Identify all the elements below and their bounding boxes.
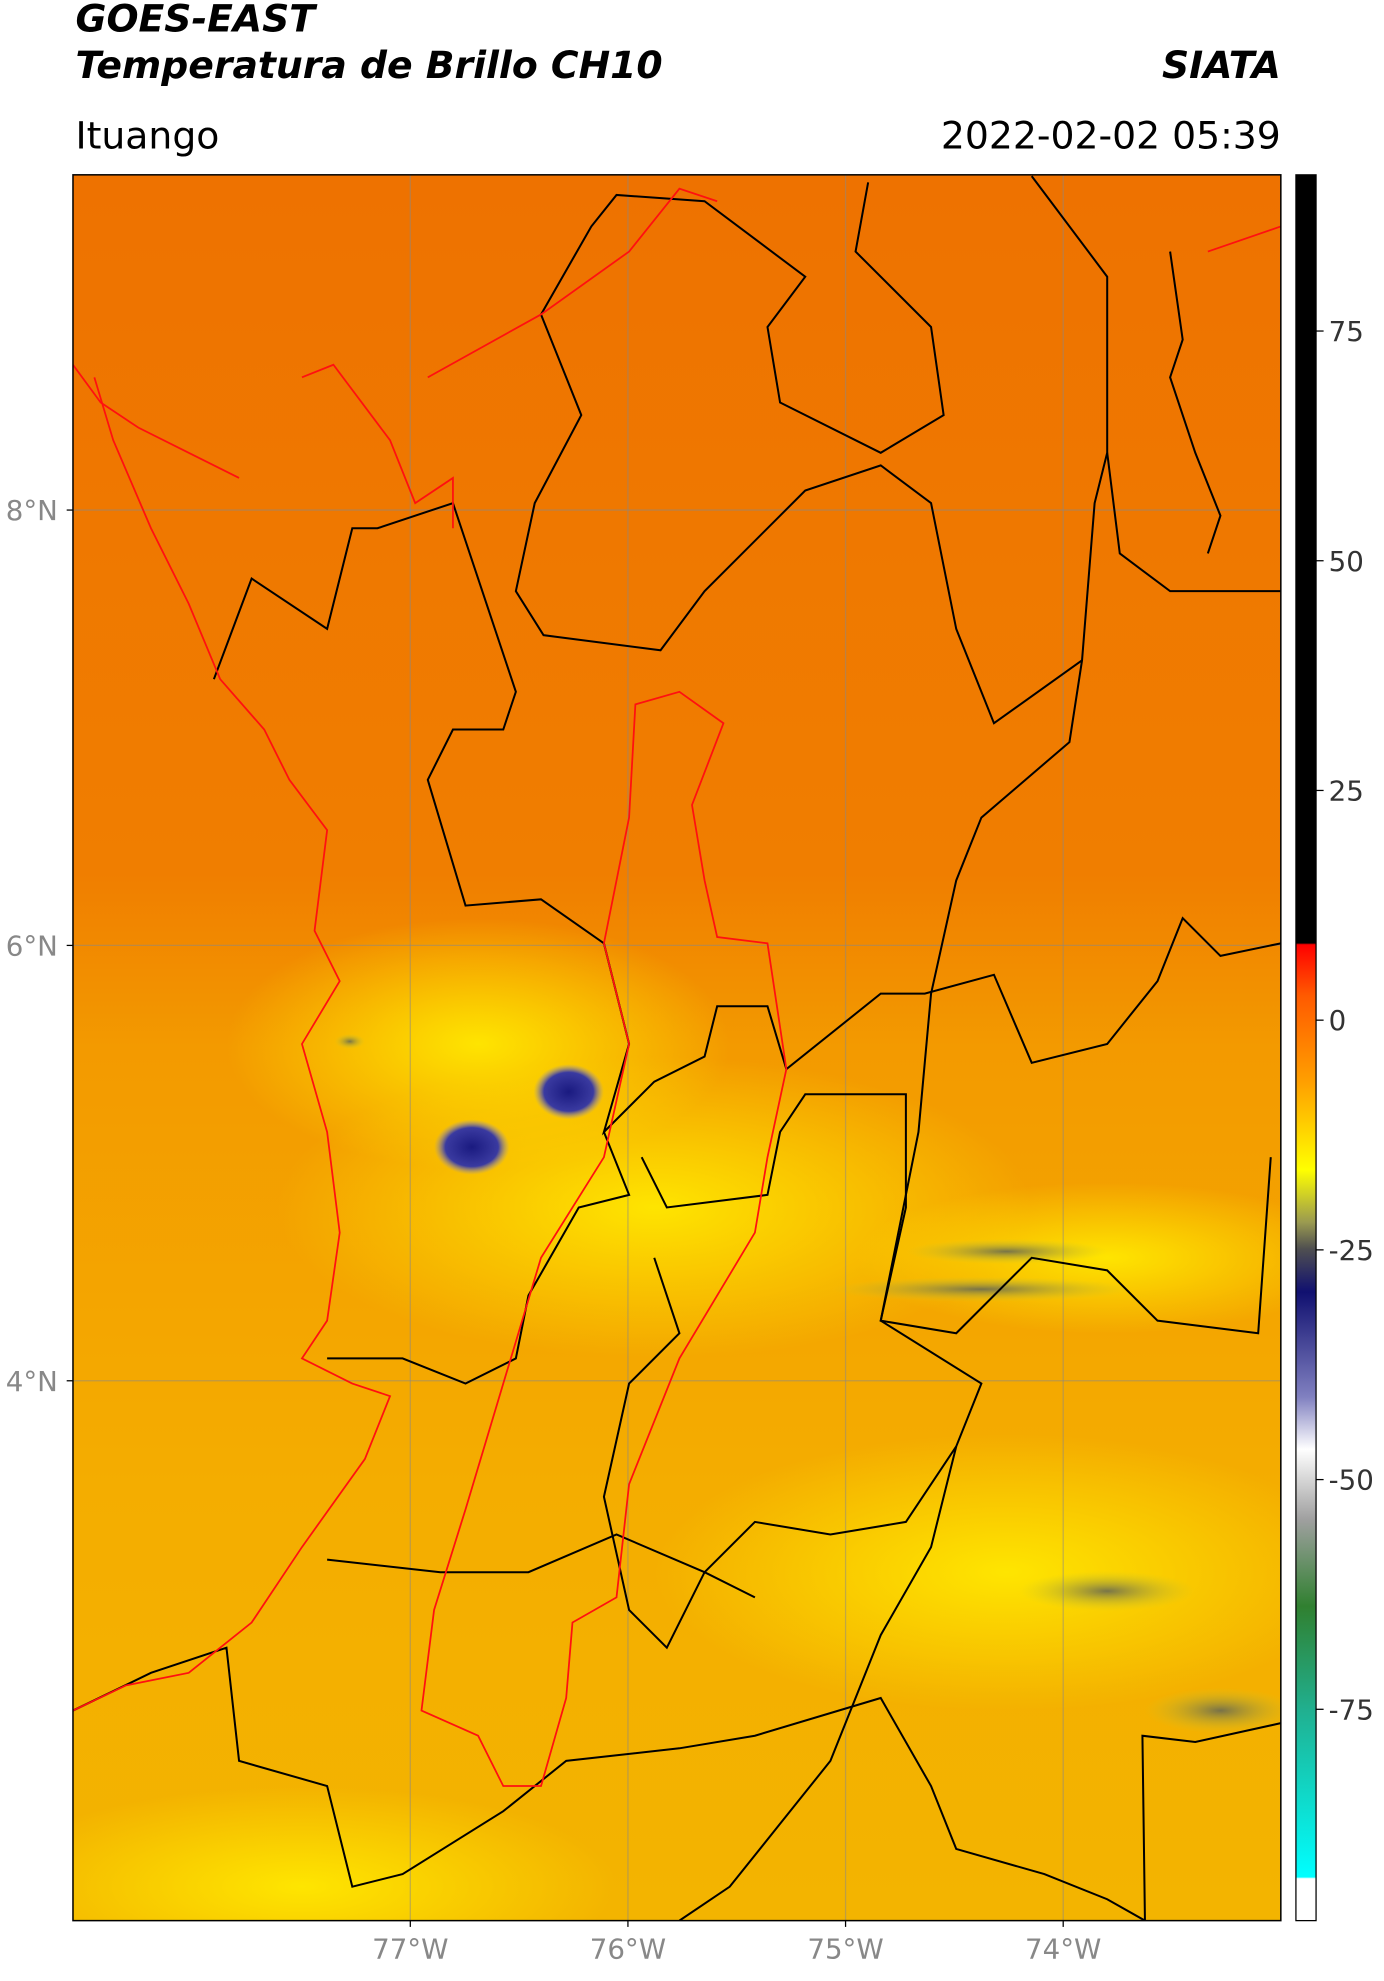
x-tick-label: 75°W [807,1932,883,1965]
colorbar [1295,174,1317,1922]
border [678,1446,958,1921]
border [72,1646,1146,1921]
coastline [72,364,240,479]
colorbar-tick-label: 50 [1329,545,1364,578]
border [212,501,1281,1136]
coastline [1207,225,1281,253]
coastline [72,377,392,1712]
border [540,182,945,454]
y-tick-label: 4°N [6,1365,58,1398]
colorbar-tick-label: 25 [1329,775,1364,808]
border [514,175,1109,725]
x-tick-label: 74°W [1025,1932,1101,1965]
y-tick-label: 8°N [6,494,58,527]
cloud-streak [905,1238,1108,1265]
warm-area [276,1056,1032,1359]
basin-outline [420,690,788,1787]
colorbar-tick-label: 0 [1329,1004,1347,1037]
border [327,1131,631,1385]
cloud-streak [1019,1570,1196,1612]
cloud-streak [1144,1687,1281,1734]
cloud-streak [830,1276,1133,1302]
region: Ituango [75,113,219,157]
x-tick-label: 77°W [372,1932,448,1965]
border [602,1093,983,1650]
x-tick-label: 76°W [590,1932,666,1965]
map-frame [72,174,1282,1922]
cold-cloud [533,1064,604,1120]
coastline [301,187,718,529]
cold-cloud [434,1119,510,1175]
border [1169,251,1222,554]
border [1106,452,1281,593]
colorbar-tick-label: -50 [1329,1464,1374,1497]
colorbar-tick-label: -25 [1329,1234,1374,1267]
border [327,1533,756,1599]
map [72,174,1281,1921]
borders [72,175,1281,1921]
border [1141,1722,1281,1921]
coast-and-basin [72,187,1281,1787]
cold-cloud [334,1033,365,1049]
warm-area [654,1433,1281,1711]
y-tick-label: 6°N [6,929,58,962]
subtitle: Temperatura de Brillo CH10 [75,43,662,87]
source: SIATA [1162,43,1281,87]
colorbar-tick-label: 75 [1329,315,1364,348]
datetime: 2022-02-02 05:39 [941,113,1281,157]
title: GOES-EAST [75,0,318,40]
colorbar-tick-label: -75 [1329,1693,1374,1726]
